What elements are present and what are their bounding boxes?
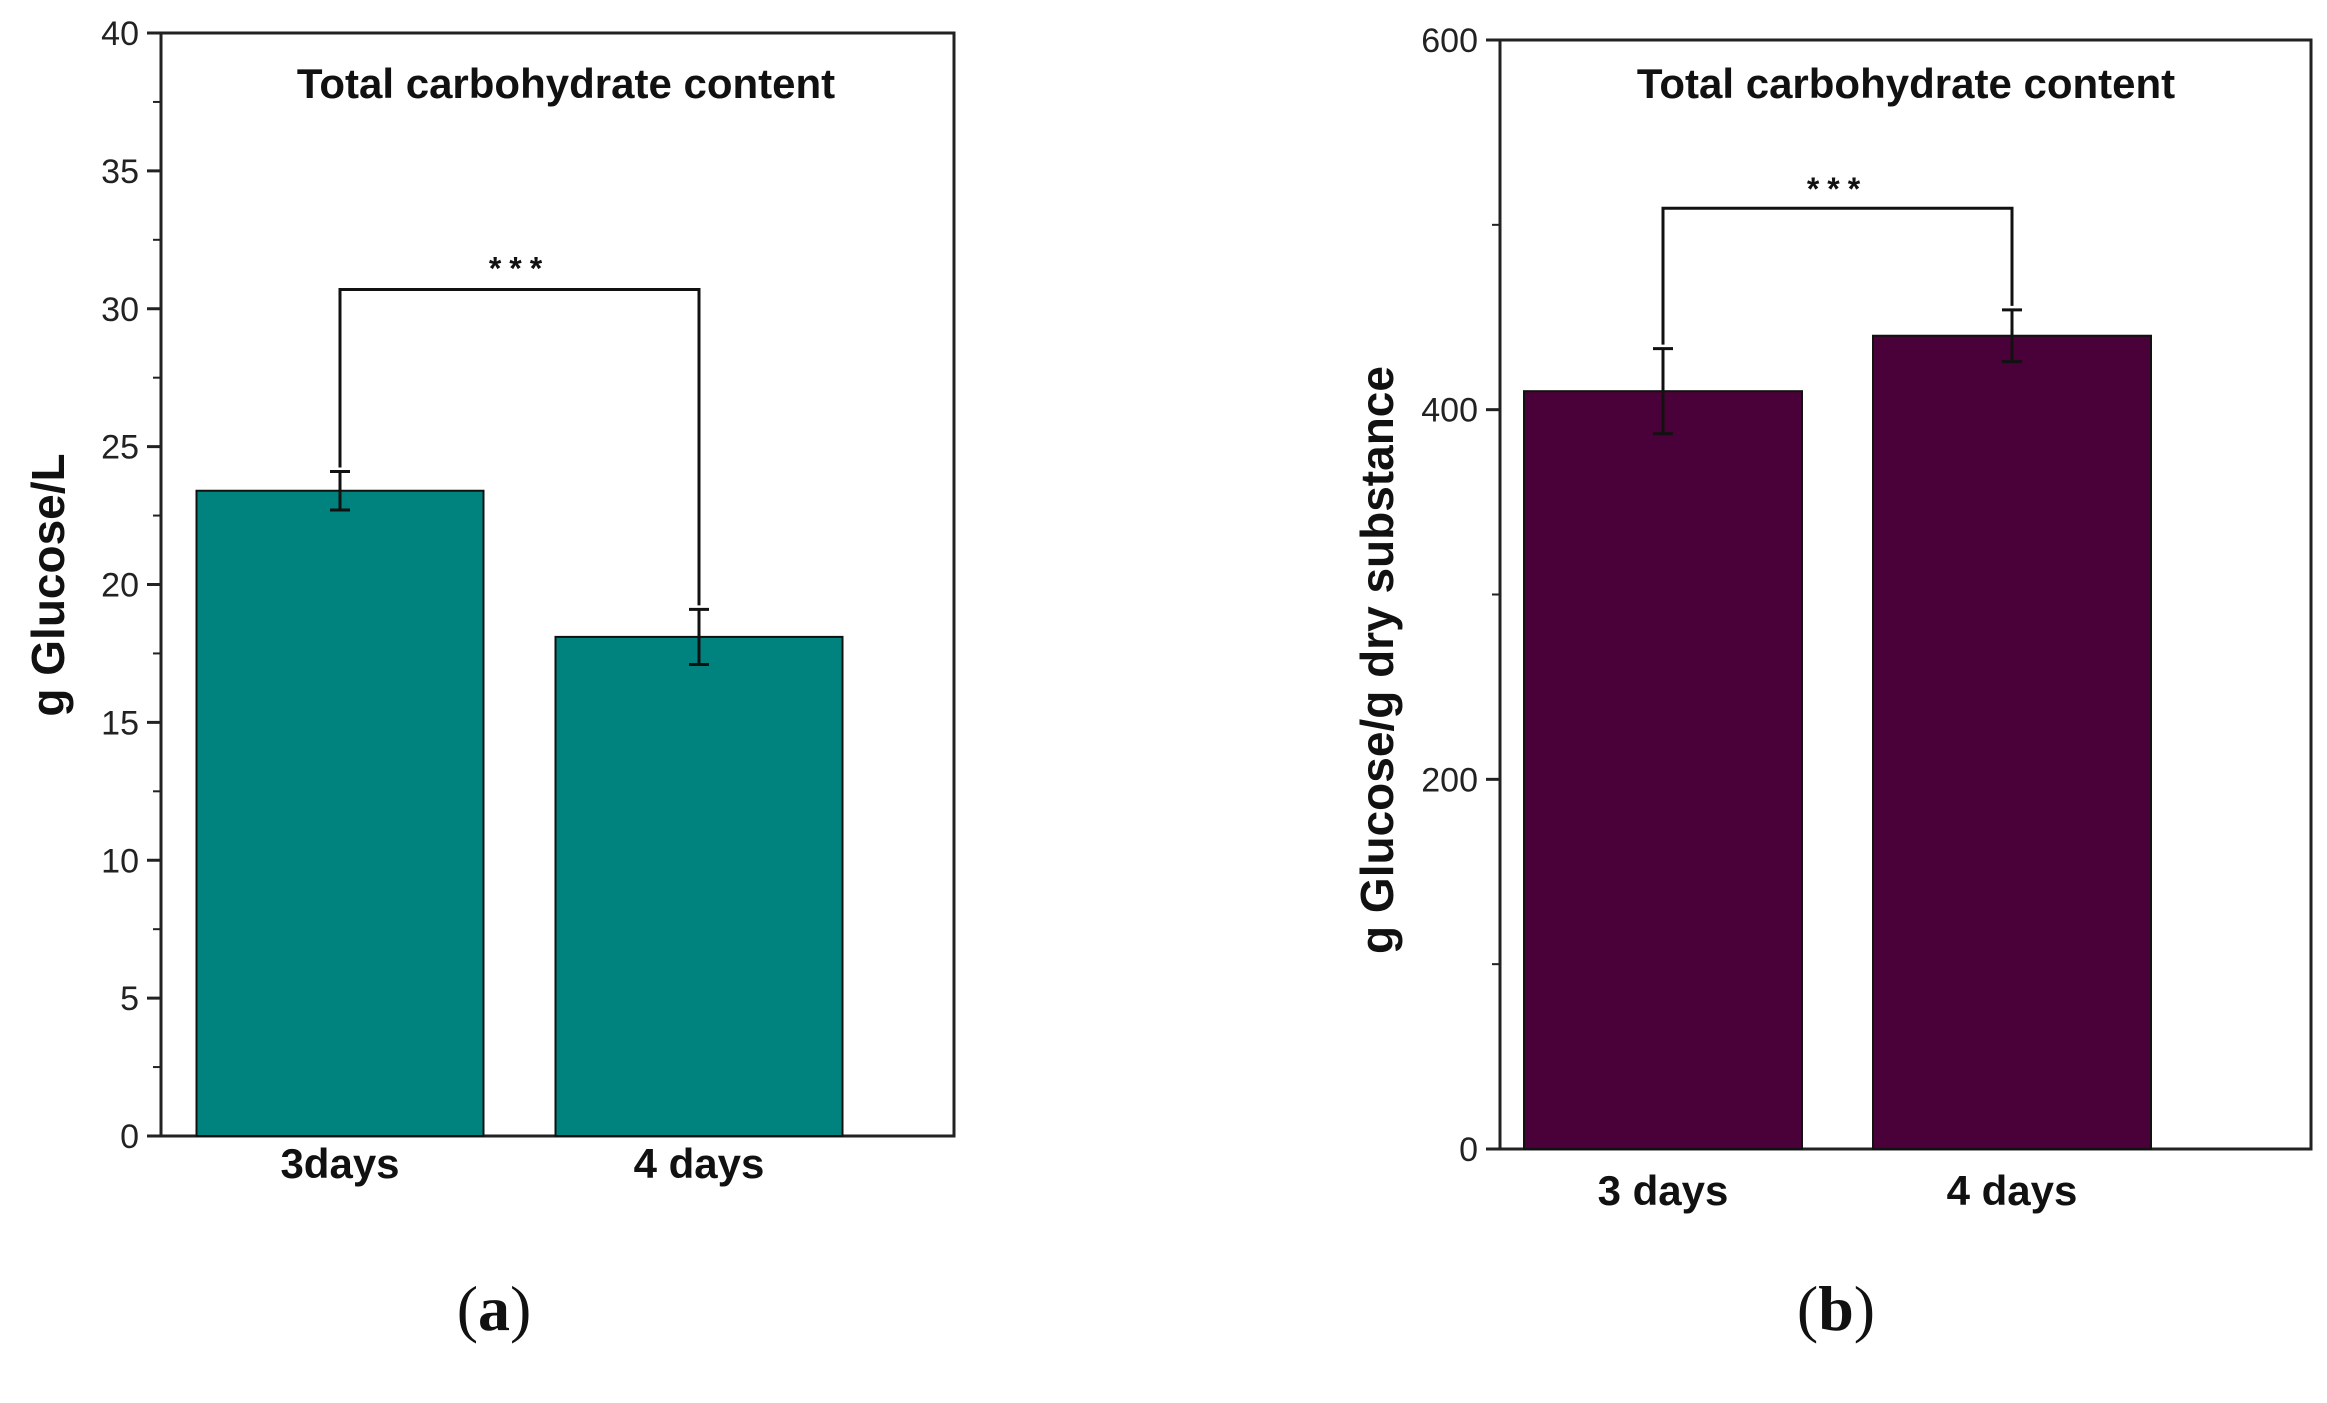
y-tick-label: 5 — [120, 980, 139, 1018]
significance-bracket: *** — [1661, 171, 2014, 345]
y-tick-label: 0 — [1459, 1131, 1478, 1169]
y-tick-label: 0 — [120, 1118, 139, 1156]
y-tick-label: 600 — [1421, 22, 1478, 60]
y-tick-label: 400 — [1421, 392, 1478, 430]
category-label: 4 days — [634, 1140, 765, 1187]
chart-a: Total carbohydrate content g Glucose/L 0… — [22, 15, 956, 1344]
error-bars — [330, 469, 709, 666]
y-tick-label: 200 — [1421, 761, 1478, 799]
panel-letter: a — [478, 1273, 510, 1344]
category-label: 3 days — [1598, 1167, 1729, 1214]
chart-title: Total carbohydrate content — [1637, 60, 2175, 107]
bar — [554, 635, 844, 1138]
significance-label: *** — [1807, 171, 1868, 207]
y-tick-label: 30 — [101, 291, 139, 329]
y-ticks: 0 200 400 600 — [1421, 22, 1500, 1169]
category-labels: 3days 4 days — [280, 1140, 764, 1187]
y-tick-label: 35 — [101, 153, 139, 191]
y-tick-label: 25 — [101, 429, 139, 467]
chart-title: Total carbohydrate content — [297, 60, 835, 107]
panel-label: (b) — [1797, 1273, 1875, 1344]
panel-letter: b — [1818, 1273, 1854, 1344]
category-label: 3days — [280, 1140, 399, 1187]
y-axis-title: g Glucose/g dry substance — [1351, 366, 1403, 954]
bars — [1523, 334, 2152, 1150]
y-axis-title: g Glucose/L — [22, 453, 74, 716]
y-tick-label: 40 — [101, 15, 139, 53]
bar — [1523, 390, 1803, 1150]
bar — [195, 489, 485, 1137]
bracket-line — [1661, 206, 2014, 345]
bracket-line — [338, 287, 701, 606]
y-tick-label: 10 — [101, 842, 139, 880]
y-tick-label: 20 — [101, 567, 139, 605]
y-tick-label: 15 — [101, 704, 139, 742]
significance-bracket: *** — [338, 250, 701, 606]
category-labels: 3 days 4 days — [1598, 1167, 2078, 1214]
panel-label: (a) — [457, 1273, 532, 1344]
bar — [1872, 334, 2152, 1150]
category-label: 4 days — [1947, 1167, 2078, 1214]
bars — [195, 489, 844, 1138]
error-bars — [1653, 308, 2022, 436]
chart-b: Total carbohydrate content g Glucose/g d… — [1351, 22, 2313, 1344]
y-ticks: 0 5 10 15 20 25 30 35 40 — [101, 15, 161, 1156]
significance-label: *** — [489, 250, 550, 286]
